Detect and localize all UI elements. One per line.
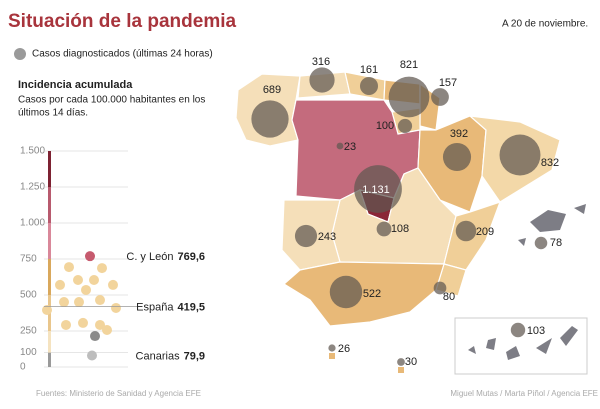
y-tick-label: 1.250	[20, 182, 45, 193]
region-dot	[64, 262, 74, 273]
incidence-title: Incidencia acumulada	[18, 79, 133, 91]
case-bubble	[431, 88, 449, 106]
scale-band	[48, 331, 51, 353]
region-dot	[73, 275, 83, 286]
y-tick-label: 250	[20, 326, 37, 337]
case-bubble	[309, 67, 335, 93]
region-dot	[59, 297, 69, 308]
case-bubble	[499, 134, 541, 176]
case-bubble	[510, 322, 526, 338]
case-label: 23	[344, 141, 356, 153]
case-bubble	[359, 76, 379, 96]
case-bubble	[397, 358, 405, 366]
case-label: 80	[443, 291, 455, 303]
sources: Fuentes: Ministerio de Sanidad y Agencia…	[36, 389, 201, 398]
region-dot	[95, 295, 105, 306]
credits: Miguel Mutas / Marta Piñol / Agencia EFE	[450, 389, 598, 398]
case-label: 316	[312, 56, 330, 68]
balearic-islands	[518, 204, 586, 246]
y-tick-label: 750	[20, 254, 37, 265]
case-label: 1.131	[362, 184, 390, 196]
region-dot	[74, 297, 84, 308]
highlight-value: 79,9	[184, 350, 205, 362]
region-dot	[81, 284, 91, 295]
region-dot	[78, 317, 88, 328]
case-bubble	[433, 281, 447, 295]
highlight-label: C. y León 769,6	[126, 251, 205, 263]
region-dot	[90, 331, 100, 342]
highlight-value: 769,6	[177, 251, 205, 263]
scale-band	[48, 352, 51, 367]
highlight-dot	[85, 251, 95, 262]
case-label: 522	[363, 288, 381, 300]
region-dot	[95, 319, 105, 330]
y-tick-label: 500	[20, 290, 37, 301]
date: A 20 de noviembre.	[502, 19, 588, 30]
region-dot	[55, 279, 65, 290]
case-bubble	[397, 118, 413, 134]
legend-swatch	[14, 48, 26, 60]
case-bubble	[376, 221, 392, 237]
y-tick-label: 100	[20, 347, 37, 358]
highlight-dot	[87, 350, 97, 361]
case-bubble	[354, 165, 402, 213]
incidence-subtitle: últimos 14 días.	[18, 108, 88, 119]
case-label: 832	[541, 157, 559, 169]
highlight-name: España	[136, 301, 174, 313]
region-dot	[102, 324, 112, 335]
case-label: 392	[450, 128, 468, 140]
highlight-label: España 419,5	[136, 301, 205, 313]
highlight-label: Canarias 79,9	[136, 350, 205, 362]
case-label: 103	[527, 325, 545, 337]
region-dot	[97, 263, 107, 274]
case-label: 108	[391, 223, 409, 235]
case-label: 157	[439, 77, 457, 89]
case-bubble	[442, 142, 472, 172]
case-bubble	[388, 76, 430, 118]
case-bubble	[329, 275, 363, 309]
y-tick-label: 1.000	[20, 218, 45, 229]
case-label: 161	[360, 64, 378, 76]
region-dot	[89, 275, 99, 286]
canarias-inset	[454, 317, 588, 375]
highlight-name: Canarias	[136, 350, 181, 362]
case-label: 30	[405, 356, 417, 368]
region-dot	[61, 319, 71, 330]
region	[282, 261, 445, 327]
region-dot	[111, 302, 121, 313]
case-label: 689	[263, 84, 281, 96]
case-label: 100	[376, 120, 394, 132]
region-dot	[108, 279, 118, 290]
region-dot	[42, 304, 52, 315]
canary-islands	[468, 326, 578, 360]
legend-label: Casos diagnosticados (últimas 24 horas)	[32, 49, 213, 60]
case-label: 821	[400, 59, 418, 71]
case-label: 26	[338, 343, 350, 355]
case-bubble	[534, 236, 548, 250]
highlight-name: C. y León	[126, 251, 173, 263]
case-label: 78	[550, 237, 562, 249]
y-tick-label: 1.500	[20, 146, 45, 157]
incidence-subtitle: Casos por cada 100.000 habitantes en los	[18, 95, 205, 106]
case-bubble	[294, 224, 318, 248]
melilla	[398, 367, 404, 373]
ceuta	[329, 353, 335, 359]
case-bubble	[328, 344, 336, 352]
title: Situación de la pandemia	[8, 11, 236, 32]
case-bubble	[455, 220, 477, 242]
scale-band	[48, 187, 51, 223]
highlight-value: 419,5	[177, 301, 205, 313]
case-label: 243	[318, 231, 336, 243]
scale-band	[48, 259, 51, 295]
y-tick-label: 0	[20, 362, 26, 373]
case-label: 209	[476, 226, 494, 238]
case-bubble	[251, 100, 289, 138]
scale-band	[48, 223, 51, 259]
scale-band	[48, 151, 51, 187]
case-bubble	[336, 142, 344, 150]
